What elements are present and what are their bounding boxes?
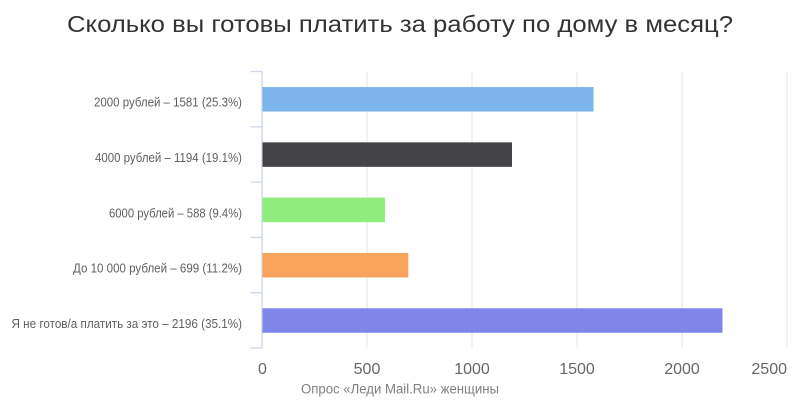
svg-text:0: 0 (258, 361, 267, 378)
svg-text:Опрос «Леди Mail.Ru» женщины: Опрос «Леди Mail.Ru» женщины (301, 382, 499, 397)
svg-text:1500: 1500 (559, 361, 595, 378)
svg-text:2500: 2500 (751, 361, 787, 378)
svg-text:500: 500 (354, 361, 381, 378)
svg-text:До 10 000 рублей – 699 (11.2%): До 10 000 рублей – 699 (11.2%) (73, 261, 242, 276)
svg-text:2000 рублей – 1581 (25.3%): 2000 рублей – 1581 (25.3%) (94, 95, 242, 110)
svg-text:Я не готов/а платить за это –: Я не готов/а платить за это – 2196 (35.1… (12, 316, 243, 331)
svg-text:2000: 2000 (664, 361, 700, 378)
svg-text:4000 рублей – 1194 (19.1%): 4000 рублей – 1194 (19.1%) (95, 150, 242, 165)
svg-text:6000 рублей – 588 (9.4%): 6000 рублей – 588 (9.4%) (109, 205, 242, 220)
svg-text:1000: 1000 (454, 361, 490, 378)
svg-text:Сколько вы готовы платить за р: Сколько вы готовы платить за работу по д… (67, 11, 733, 37)
